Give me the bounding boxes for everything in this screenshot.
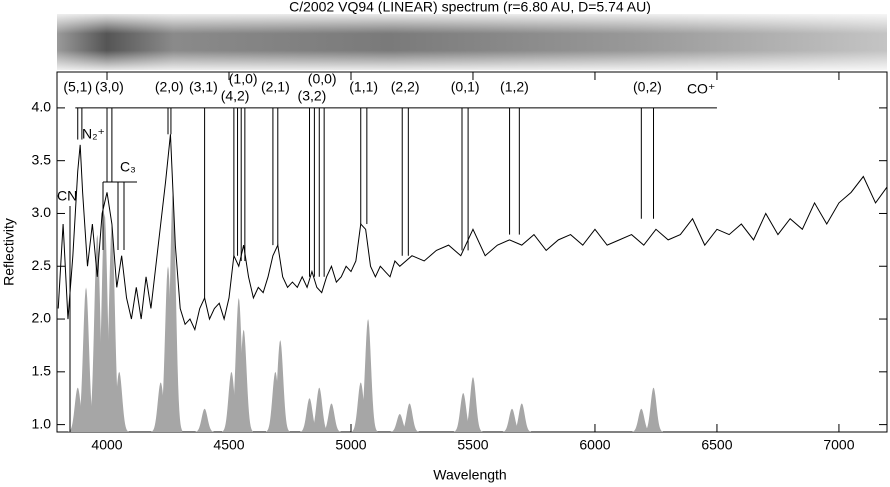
spectrum-line: [57, 134, 888, 332]
band-label: (2,0): [155, 79, 184, 95]
emission-peak: [358, 319, 378, 432]
x-tick-label: 5500: [457, 437, 488, 453]
emission-peak: [644, 387, 663, 432]
y-axis-label: Reflectivity: [1, 218, 17, 286]
species-label: C₃: [120, 159, 136, 175]
species-label: CN: [57, 188, 77, 204]
emission-peak: [270, 340, 290, 432]
band-label: (3,1): [189, 79, 218, 95]
x-tick-label: 7000: [823, 437, 854, 453]
band-label: (2,1): [261, 79, 290, 95]
band-label: (1,0): [229, 71, 258, 87]
emission-peak: [234, 329, 254, 432]
x-tick-label: 6500: [701, 437, 732, 453]
spectrum-image: [57, 14, 887, 70]
y-tick-label: 3.0: [32, 204, 52, 220]
band-label: (4,2): [221, 88, 250, 104]
emission-peak: [109, 371, 129, 432]
y-tick-label: 1.0: [32, 415, 52, 431]
chart-title: C/2002 VQ94 (LINEAR) spectrum (r=6.80 AU…: [289, 0, 651, 15]
x-tick-label: 4500: [213, 437, 244, 453]
emission-peak: [163, 192, 183, 432]
emission-peak: [463, 377, 483, 432]
y-tick-label: 1.5: [32, 363, 52, 379]
emission-peak: [512, 403, 532, 432]
species-label: N₂⁺: [82, 126, 105, 142]
y-tick-label: 3.5: [32, 151, 52, 167]
band-label: (1,2): [500, 79, 529, 95]
emission-peak: [195, 408, 214, 432]
band-label: (1,1): [349, 79, 378, 95]
band-name: CO⁺: [687, 81, 715, 97]
x-tick-label: 5000: [335, 437, 366, 453]
band-label: (0,1): [451, 79, 480, 95]
y-tick-label: 4.0: [32, 99, 52, 115]
y-tick-label: 2.0: [32, 310, 52, 326]
emission-peak: [400, 403, 419, 432]
band-label: (3,2): [298, 88, 327, 104]
x-axis-label: Wavelength: [433, 467, 506, 483]
plot-frame: [56, 71, 888, 433]
emission-peak: [322, 403, 341, 432]
emission-peak: [631, 408, 651, 432]
x-tick-label: 6000: [579, 437, 610, 453]
band-label: (0,2): [633, 79, 662, 95]
x-tick-label: 4000: [91, 437, 122, 453]
emission-peak: [102, 224, 122, 432]
band-label: (5,1): [63, 79, 92, 95]
band-label: (0,0): [308, 71, 337, 87]
plot-area: 4000 4500 5000 5500 6000 6500 7000 1.0 1.5 2.0 2.5…: [32, 71, 888, 453]
y-tick-label: 2.5: [32, 257, 52, 273]
band-label: (3,0): [95, 79, 124, 95]
emission-peak: [76, 287, 96, 432]
emission-peak: [309, 387, 329, 432]
band-label: (2,2): [391, 79, 420, 95]
